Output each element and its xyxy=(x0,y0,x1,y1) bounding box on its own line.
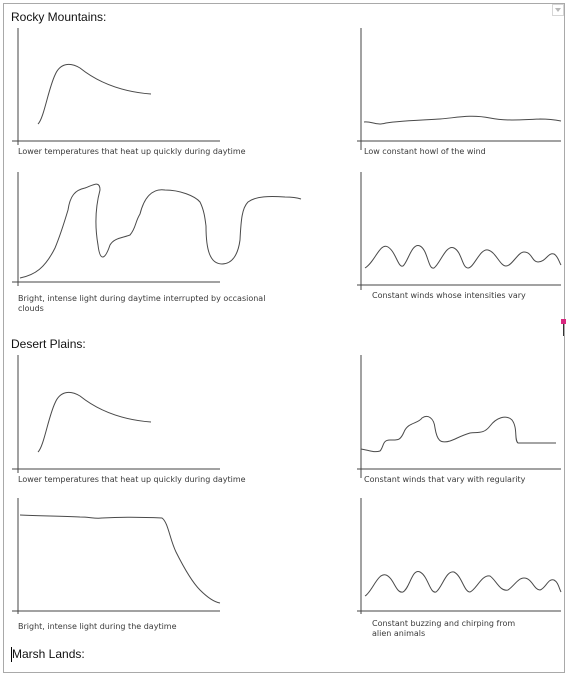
document-canvas[interactable] xyxy=(3,3,565,673)
text-cursor xyxy=(11,647,12,662)
graph-desert-light xyxy=(12,498,221,614)
caption-desert-buzzing: Constant buzzing and chirping from alien… xyxy=(372,619,516,638)
graph-rocky-light xyxy=(12,172,302,286)
dropdown-arrow-icon[interactable] xyxy=(552,4,564,16)
caption-desert-light: Bright, intense light during the daytime xyxy=(18,622,177,631)
caption-desert-temperature: Lower temperatures that heat up quickly … xyxy=(18,475,246,484)
section-title-marsh-lands: Marsh Lands: xyxy=(12,647,85,661)
caption-rocky-temperature: Lower temperatures that heat up quickly … xyxy=(18,147,246,156)
graph-rocky-wind xyxy=(357,28,562,150)
caption-rocky-winds-vary: Constant winds whose intensities vary xyxy=(372,291,526,300)
caption-rocky-wind: Low constant howl of the wind xyxy=(364,147,486,156)
section-title-desert-plains: Desert Plains: xyxy=(11,337,86,351)
graph-rocky-temperature xyxy=(12,28,220,145)
graph-desert-temperature xyxy=(12,355,220,473)
graph-rocky-winds-vary xyxy=(357,172,562,290)
graph-desert-wind xyxy=(357,355,561,478)
caption-desert-wind: Constant winds that vary with regularity xyxy=(364,475,526,484)
caption-rocky-light: Bright, intense light during daytime int… xyxy=(18,294,266,313)
resize-handle-line xyxy=(563,324,564,336)
resize-handle[interactable] xyxy=(561,319,566,324)
section-title-rocky-mountains: Rocky Mountains: xyxy=(11,10,107,24)
graph-desert-buzzing xyxy=(357,498,562,614)
